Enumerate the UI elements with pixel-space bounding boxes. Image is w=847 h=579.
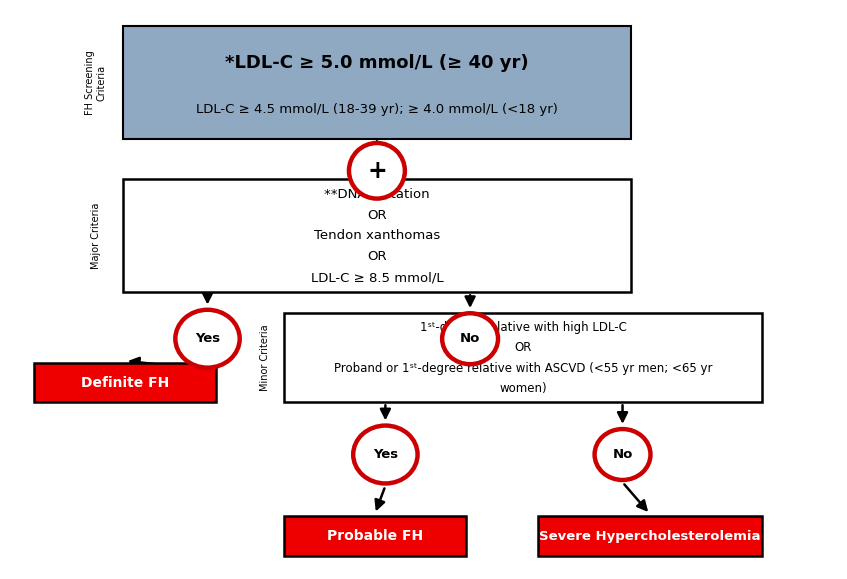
- Text: Yes: Yes: [373, 448, 398, 461]
- Text: LDL-C ≥ 8.5 mmol/L: LDL-C ≥ 8.5 mmol/L: [311, 271, 443, 284]
- Text: LDL-C ≥ 4.5 mmol/L (18-39 yr); ≥ 4.0 mmol/L (<18 yr): LDL-C ≥ 4.5 mmol/L (18-39 yr); ≥ 4.0 mmo…: [196, 103, 558, 116]
- Text: OR: OR: [367, 250, 387, 263]
- Text: Yes: Yes: [195, 332, 220, 345]
- FancyBboxPatch shape: [123, 26, 631, 139]
- Text: 1ˢᵗ-degree relative with high LDL-C: 1ˢᵗ-degree relative with high LDL-C: [419, 321, 627, 334]
- Text: women): women): [499, 383, 547, 395]
- Ellipse shape: [595, 429, 650, 480]
- Text: +: +: [367, 159, 387, 183]
- Text: Proband or 1ˢᵗ-degree relative with ASCVD (<55 yr men; <65 yr: Proband or 1ˢᵗ-degree relative with ASCV…: [334, 362, 712, 375]
- Text: Tendon xanthomas: Tendon xanthomas: [313, 229, 440, 243]
- FancyBboxPatch shape: [538, 516, 762, 556]
- Text: Major Criteria: Major Criteria: [91, 203, 101, 269]
- FancyBboxPatch shape: [123, 179, 631, 292]
- Ellipse shape: [353, 426, 418, 483]
- Text: OR: OR: [514, 341, 532, 354]
- FancyBboxPatch shape: [34, 363, 216, 402]
- Text: No: No: [612, 448, 633, 461]
- Text: FH Screening
Criteria: FH Screening Criteria: [85, 50, 107, 115]
- Text: OR: OR: [367, 208, 387, 222]
- Text: No: No: [460, 332, 480, 345]
- Text: Probable FH: Probable FH: [327, 529, 423, 543]
- Text: Minor Criteria: Minor Criteria: [260, 324, 270, 391]
- Ellipse shape: [442, 313, 498, 364]
- Text: Definite FH: Definite FH: [80, 376, 169, 390]
- Ellipse shape: [349, 143, 405, 199]
- Text: **DNA Mutation: **DNA Mutation: [324, 188, 429, 201]
- Text: Severe Hypercholesterolemia: Severe Hypercholesterolemia: [540, 530, 761, 543]
- Text: *LDL-C ≥ 5.0 mmol/L (≥ 40 yr): *LDL-C ≥ 5.0 mmol/L (≥ 40 yr): [225, 54, 529, 72]
- FancyBboxPatch shape: [284, 313, 762, 402]
- FancyBboxPatch shape: [284, 516, 466, 556]
- Ellipse shape: [175, 310, 240, 368]
